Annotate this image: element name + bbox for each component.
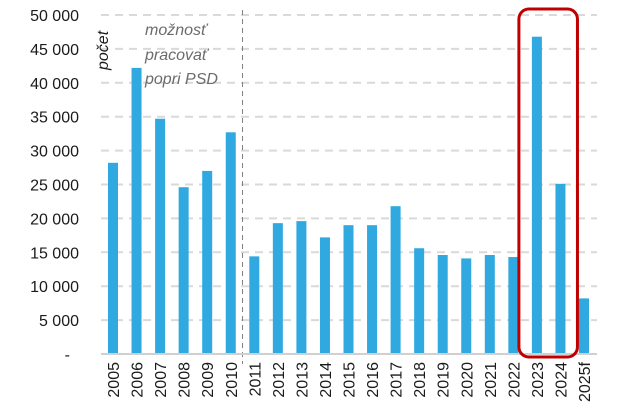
- y-tick-label: 20 000: [30, 211, 79, 228]
- bar-2009: [202, 170, 213, 354]
- y-axis-label: počet: [95, 30, 112, 71]
- bar-2010: [225, 132, 236, 354]
- bars: [108, 36, 589, 355]
- x-tick-label: 2021: [483, 362, 500, 398]
- annotation-line-2: pracovať: [144, 47, 210, 64]
- x-tick-label: 2017: [389, 362, 406, 398]
- y-tick-label: 25 000: [30, 178, 79, 195]
- bar-2022: [508, 257, 519, 354]
- x-tick-label: 2010: [224, 362, 241, 398]
- y-tick-label: 45 000: [30, 42, 79, 59]
- bar-2018: [414, 248, 425, 354]
- annotation-line-3: popri PSD: [144, 71, 218, 88]
- highlight-box: [517, 7, 579, 359]
- x-tick-label: 2009: [200, 362, 217, 398]
- x-tick-label: 2012: [271, 362, 288, 398]
- bar-2017: [390, 206, 401, 354]
- bar-2007: [155, 118, 166, 354]
- x-tick-label: 2007: [153, 362, 170, 398]
- bar-2014: [319, 237, 330, 354]
- bar-2016: [367, 225, 378, 354]
- bar-2024: [555, 183, 566, 354]
- x-tick-label: 2005: [106, 362, 123, 398]
- x-tick-label: 2024: [553, 362, 570, 398]
- bar-2011: [249, 256, 260, 354]
- y-tick-label: 10 000: [30, 279, 79, 296]
- bar-2005: [108, 162, 118, 354]
- y-tick-label: -: [65, 347, 70, 364]
- x-tick-label: 2008: [177, 362, 194, 398]
- x-tick-label: 2018: [412, 362, 429, 398]
- x-tick-label: 2014: [318, 362, 335, 398]
- x-tick-label: 2022: [506, 362, 523, 398]
- bar-2013: [296, 221, 307, 354]
- bar-2020: [461, 258, 472, 354]
- bar-2019: [437, 255, 448, 354]
- y-tick-label: 30 000: [30, 144, 79, 161]
- x-axis-ticks: 2005 2006 2007 2008 2009 2010 2011 2012 2013 2014…: [106, 361, 594, 402]
- x-tick-label: 2011: [247, 362, 264, 397]
- x-tick-label: 2015: [342, 362, 359, 398]
- y-tick-label: 50 000: [30, 8, 79, 25]
- y-tick-label: 15 000: [30, 245, 79, 262]
- y-axis-ticks: - 5 000 10 000 15 000 20 000 25 000 30 000 35 0…: [30, 8, 79, 364]
- y-tick-label: 5 000: [39, 313, 79, 330]
- bar-2023: [531, 36, 542, 355]
- bar-2025f: [579, 298, 589, 354]
- x-tick-label: 2020: [459, 362, 476, 398]
- bar-2015: [343, 225, 354, 354]
- bar-2006: [131, 67, 142, 354]
- x-tick-label: 2013: [294, 362, 311, 398]
- bar-2008: [178, 187, 189, 354]
- x-tick-label: 2019: [436, 362, 453, 398]
- y-tick-label: 35 000: [30, 110, 79, 127]
- x-tick-label: 2025f: [577, 361, 594, 402]
- bar-2012: [272, 223, 283, 354]
- bar-2021: [484, 255, 495, 354]
- x-tick-label: 2023: [530, 362, 547, 398]
- x-tick-label: 2016: [365, 362, 382, 398]
- annotation-line-1: možnosť: [145, 22, 209, 39]
- annotation: možnosť pracovať popri PSD: [144, 22, 218, 88]
- y-tick-label: 40 000: [30, 76, 79, 93]
- x-tick-label: 2006: [130, 362, 147, 398]
